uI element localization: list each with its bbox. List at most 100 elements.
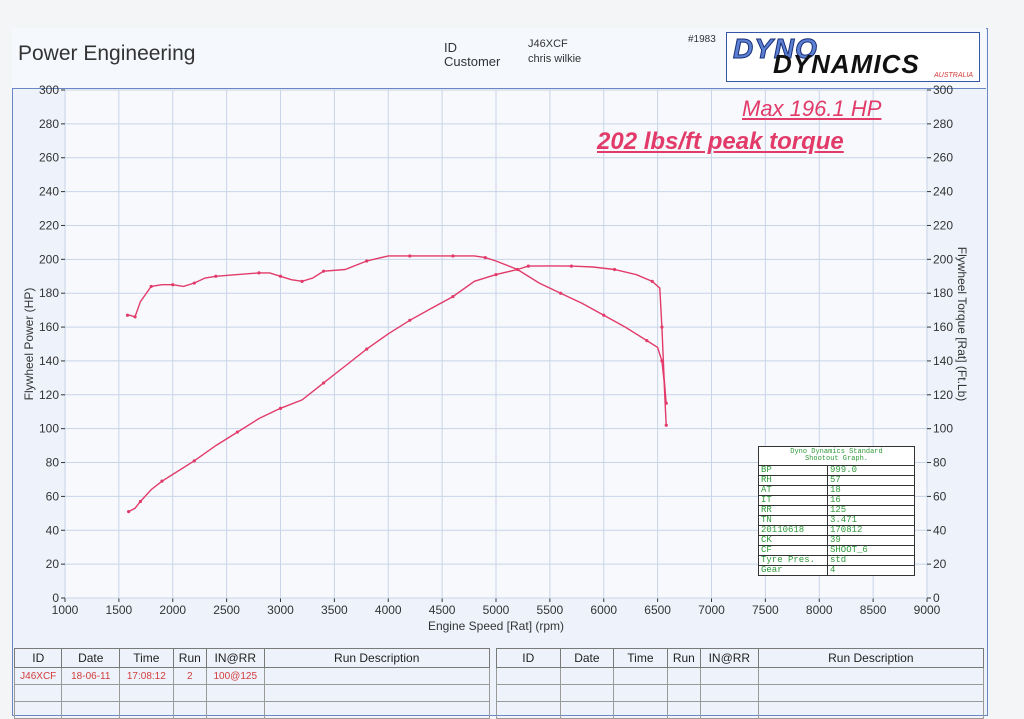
y2-tick-label: 40: [933, 523, 947, 537]
power-point: [526, 264, 530, 268]
shootout-value: 39: [827, 535, 915, 546]
shootout-key: RR: [758, 505, 828, 516]
x-tick-label: 6000: [590, 603, 617, 617]
shootout-key: CF: [758, 545, 828, 556]
torque-point: [171, 283, 175, 287]
y2-tick-label: 100: [933, 422, 953, 436]
col-id-2: ID: [495, 648, 561, 668]
torque-point: [515, 267, 520, 272]
x-tick-label: 7500: [752, 603, 779, 617]
power-point: [192, 459, 196, 463]
shootout-key: TN: [758, 515, 828, 526]
shootout-row: Gear 4: [758, 565, 915, 576]
col-run-2: Run: [666, 648, 702, 668]
runs-table: ID Date Time Run IN@RR Run Description I…: [13, 648, 985, 719]
x-axis-title: Engine Speed [Rat] (rpm): [428, 619, 564, 633]
run-number: 2: [172, 667, 207, 685]
shootout-key: Tyre Pres.: [758, 555, 828, 566]
run-date: 18-06-11: [61, 667, 121, 685]
shootout-title-line2: Shootout Graph.: [804, 455, 868, 463]
shootout-title: Dyno Dynamics Standard Shootout Graph.: [758, 446, 915, 466]
power-point: [278, 406, 283, 410]
x-tick-label: 5000: [483, 603, 510, 617]
torque-point: [214, 274, 218, 278]
x-tick-label: 1000: [52, 603, 79, 617]
shootout-row: BP 999.0: [758, 465, 915, 476]
power-point: [612, 267, 617, 272]
shootout-value: std: [827, 555, 915, 566]
shootout-value: 4: [827, 565, 915, 576]
col-inrr: IN@RR: [205, 648, 265, 668]
run-inrr: 100@125: [205, 667, 265, 685]
power-point: [660, 325, 664, 329]
shootout-row: AT 18: [758, 485, 915, 496]
x-tick-label: 9000: [914, 603, 941, 617]
id-value: J46XCF: [528, 38, 568, 50]
shootout-key: 20110618: [758, 525, 828, 536]
y-tick-label: 200: [39, 252, 59, 266]
torque-point: [257, 271, 261, 275]
torque-point: [322, 269, 326, 273]
shootout-value: SHOOT_6: [827, 545, 915, 556]
y2-axis-title: Flywheel Torque [Rat] (Ft.Lb): [955, 247, 969, 402]
shootout-row: CK 39: [758, 535, 915, 546]
x-tick-label: 3500: [321, 603, 348, 617]
y-tick-label: 180: [39, 286, 59, 300]
run-description: [263, 667, 490, 685]
peak-torque-annotation: 202 lbs/ft peak torque: [597, 128, 844, 155]
y2-tick-label: 260: [933, 151, 953, 165]
torque-point: [408, 254, 412, 258]
torque-point: [451, 254, 455, 258]
shootout-title-line1: Dyno Dynamics Standard: [790, 448, 883, 456]
table-row: [13, 684, 985, 702]
x-tick-label: 8500: [860, 603, 887, 617]
x-tick-label: 8000: [806, 603, 833, 617]
x-tick-label: 5500: [537, 603, 564, 617]
y2-tick-label: 160: [933, 320, 953, 334]
y-tick-label: 20: [46, 557, 60, 571]
y-axis-title: Flywheel Power (HP): [22, 288, 36, 401]
torque-series-line: [127, 255, 667, 426]
col-inrr-2: IN@RR: [700, 648, 759, 668]
torque-point: [664, 423, 668, 427]
x-tick-label: 2000: [159, 603, 186, 617]
x-tick-label: 2500: [213, 603, 240, 617]
company-name: Power Engineering: [18, 42, 196, 65]
y2-tick-label: 20: [933, 557, 947, 571]
shootout-key: CK: [758, 535, 828, 546]
shootout-row: 20110618 170812: [758, 525, 915, 536]
x-tick-label: 6500: [644, 603, 671, 617]
run-id: J46XCF: [13, 667, 63, 685]
y2-tick-label: 220: [933, 218, 953, 232]
y2-tick-label: 60: [933, 489, 947, 503]
shootout-value: 999.0: [827, 465, 915, 476]
y2-tick-label: 140: [933, 354, 953, 368]
shootout-row: RH 57: [758, 475, 915, 486]
shootout-key: AT: [758, 485, 828, 496]
col-date: Date: [61, 648, 121, 668]
y-tick-label: 40: [46, 523, 60, 537]
shootout-key: IT: [758, 495, 828, 506]
y-tick-label: 240: [39, 185, 59, 199]
col-time: Time: [119, 648, 174, 668]
y2-tick-label: 240: [933, 185, 953, 199]
power-point: [365, 347, 369, 351]
shootout-row: TN 3.471: [758, 515, 915, 526]
power-point: [408, 318, 412, 322]
logo-tag: AUSTRALIA: [934, 72, 973, 79]
x-tick-label: 4500: [429, 603, 456, 617]
run-time: 17:08:12: [119, 667, 174, 685]
y2-tick-label: 280: [933, 117, 953, 131]
torque-point: [125, 313, 130, 317]
y2-tick-label: 120: [933, 388, 953, 402]
power-point: [160, 479, 164, 483]
shootout-key: BP: [758, 465, 828, 476]
y2-tick-label: 0: [933, 591, 940, 605]
shootout-key: RH: [758, 475, 828, 486]
shootout-row: IT 16: [758, 495, 915, 506]
customer-label: Customer: [444, 54, 501, 69]
torque-point: [660, 359, 664, 363]
col-time-2: Time: [613, 648, 668, 668]
shootout-value: 18: [827, 485, 915, 496]
